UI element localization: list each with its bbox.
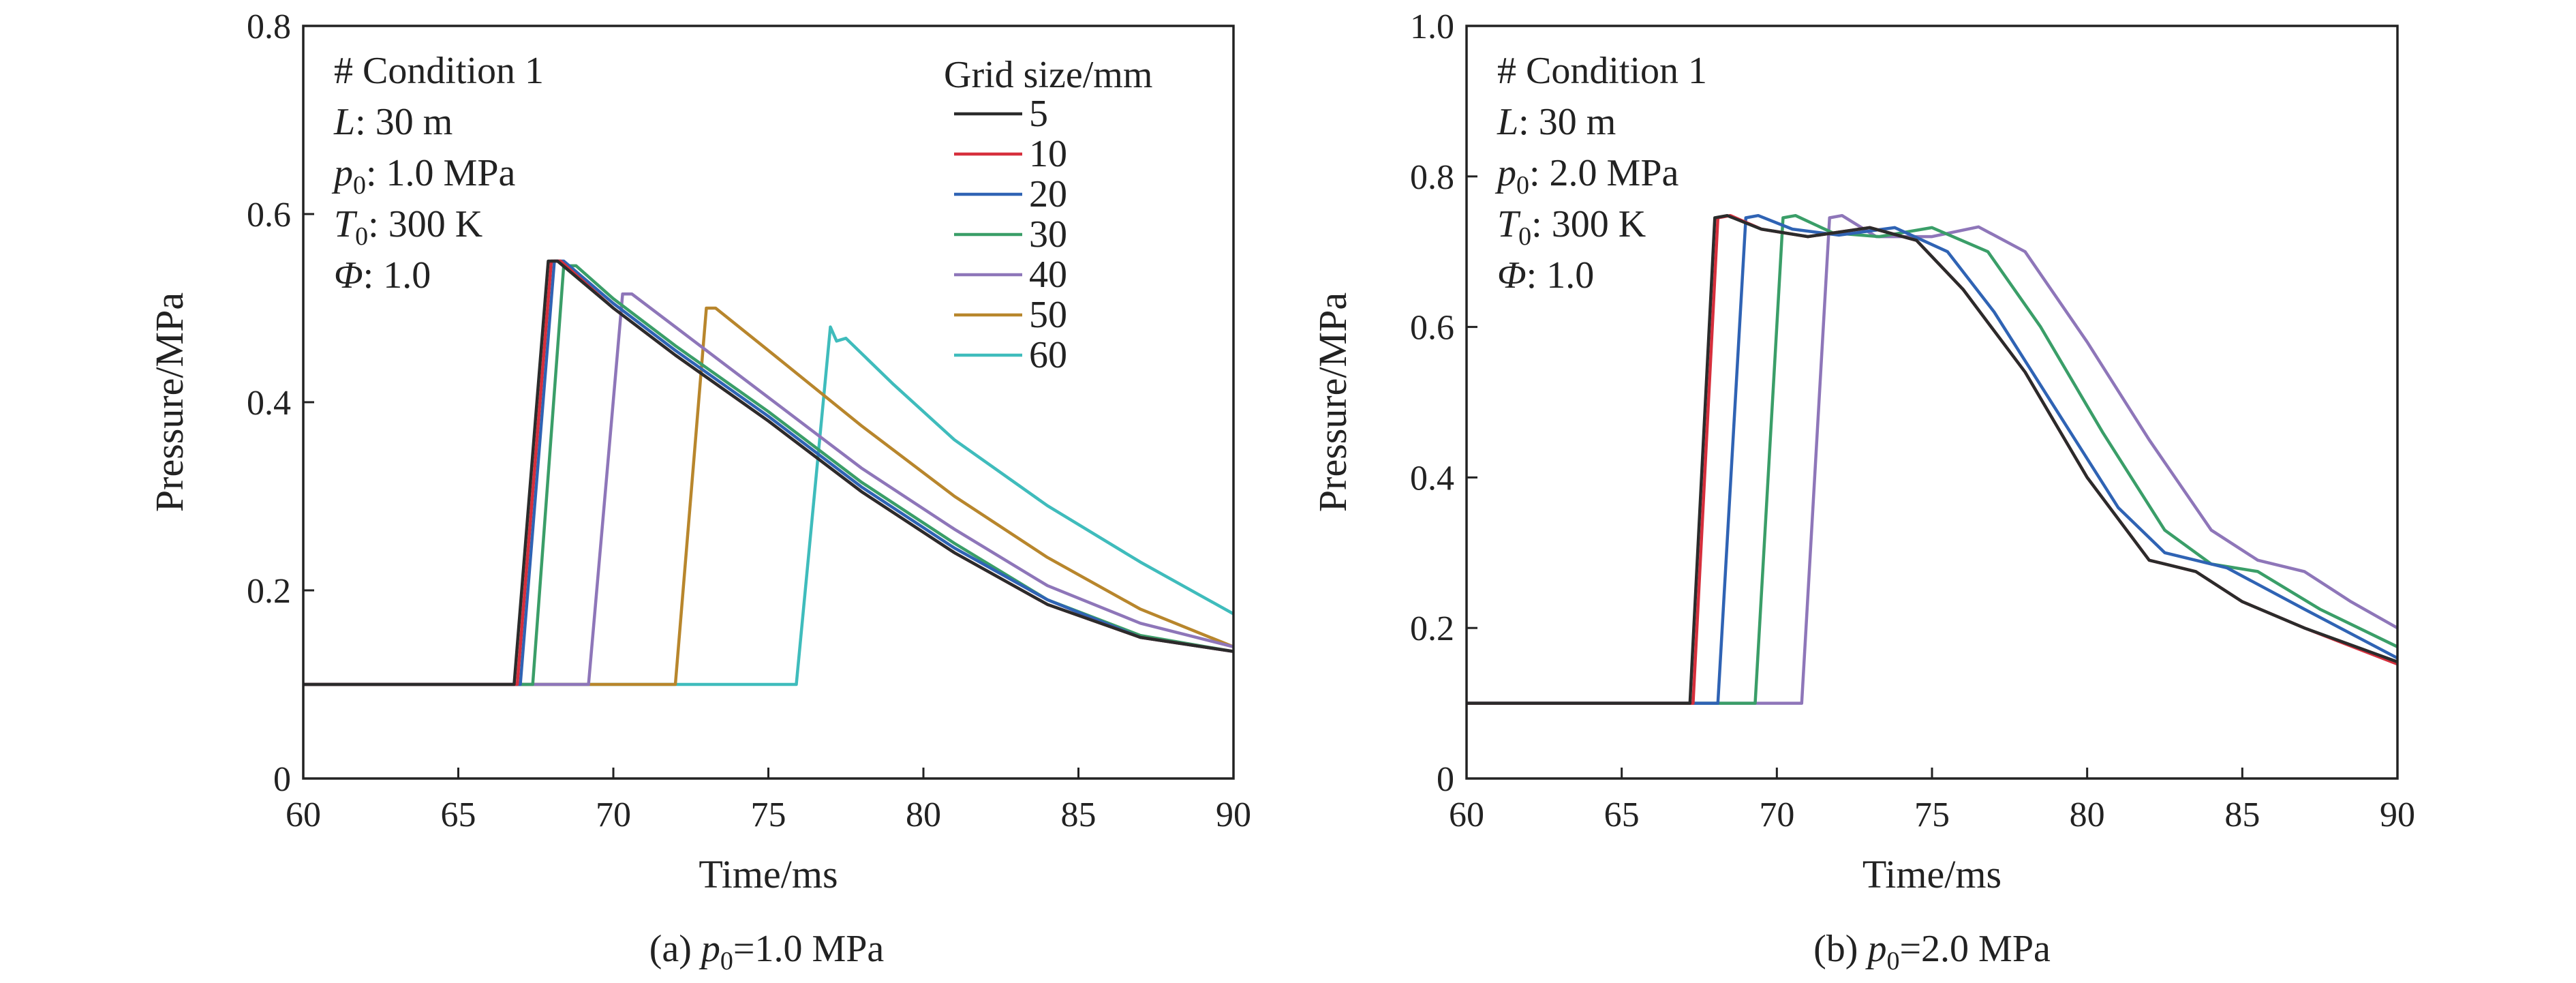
condition-annotation-var: T [334,203,358,245]
series-line-5 [303,259,1233,686]
chart-a: 60 65 70 75 80 85 90 0 0.2 0.4 0.6 0.8 Time/ms Pressu… [147,7,1251,976]
condition-annotation: L: 30 m [1497,101,1616,143]
condition-annotation-text: # Condition 1 [334,50,544,92]
x-tick-label: 90 [1216,796,1251,834]
series-line-50 [303,306,1233,686]
legend-title: Grid size/mm [944,54,1152,96]
condition-annotation: L: 30 m [333,101,453,143]
x-tick-label: 75 [1914,796,1950,834]
series-line-40 [1467,213,2397,705]
figure-caption: (b) p0=2.0 MPa [1813,928,2051,976]
condition-annotation: p0: 1.0 MPa [331,152,515,200]
condition-annotation-rest: : 1.0 MPa [366,152,515,194]
x-tick-label: 60 [286,796,321,834]
chart-b: 60 65 70 75 80 85 90 0 0.2 0.4 0.6 0.8 1.0 Time/ms Pre… [1310,7,2415,976]
condition-annotation: T0: 300 K [334,203,482,251]
condition-annotation: T0: 300 K [1497,203,1646,251]
condition-annotation: Φ: 1.0 [334,254,431,297]
y-tick-label: 0.6 [1410,309,1454,348]
condition-annotation: # Condition 1 [1497,50,1707,92]
x-tick-label: 65 [1604,796,1640,834]
x-tick-label: 70 [1759,796,1794,834]
series-line-30 [1467,213,2397,705]
x-tick-label: 75 [751,796,786,834]
legend-label-20: 20 [1029,173,1067,215]
legend-label-60: 60 [1029,334,1067,376]
x-tick-label: 85 [1061,796,1097,834]
condition-annotation-var: Φ [1497,254,1527,297]
series-line-5 [1467,213,2397,705]
x-tick-label: 65 [441,796,476,834]
y-tick-label: 0.2 [247,572,291,611]
x-tick-label: 85 [2224,796,2260,834]
x-tick-label: 90 [2380,796,2415,834]
y-tick-label: 0.6 [247,196,291,235]
x-tick-label: 60 [1449,796,1484,834]
condition-annotation-rest: : 30 m [355,101,453,143]
legend-label-40: 40 [1029,254,1067,296]
condition-annotation-text: # Condition 1 [1497,50,1707,92]
x-tick-label: 80 [2070,796,2105,834]
x-tick-label: 80 [906,796,941,834]
y-tick-label: 0 [1437,760,1454,799]
condition-annotation-rest: : 1.0 [1527,254,1595,297]
series-group [1467,213,2397,705]
condition-annotation-var: p [1494,152,1516,194]
series-line-40 [303,292,1233,686]
condition-annotation-sub: 0 [355,222,368,251]
condition-annotation: Φ: 1.0 [1497,254,1594,297]
condition-annotation-rest: : 2.0 MPa [1529,152,1678,194]
series-line-60 [303,325,1233,686]
x-tick-label: 70 [596,796,631,834]
series-line-10 [1467,213,2397,705]
x-axis-title: Time/ms [699,852,838,896]
y-tick-label: 0.8 [247,7,291,46]
legend-label-50: 50 [1029,294,1067,336]
series-line-20 [303,259,1233,686]
x-axis-title: Time/ms [1862,852,2002,896]
y-tick-label: 0.2 [1410,609,1454,648]
caption-prefix: (b) [1813,928,1867,970]
caption-rest: =2.0 MPa [1899,928,2051,970]
legend-label-10: 10 [1029,133,1067,175]
condition-annotation-sub: 0 [1518,222,1531,251]
condition-annotation-var: L [333,101,355,143]
condition-annotation-rest: : 300 K [1531,203,1646,245]
condition-annotation: # Condition 1 [334,50,544,92]
y-axis-title: Pressure/MPa [147,292,191,512]
y-tick-label: 1.0 [1410,7,1454,46]
condition-annotation: p0: 2.0 MPa [1494,152,1678,200]
series-line-20 [1467,213,2397,705]
legend-label-30: 30 [1029,213,1067,256]
condition-annotation-sub: 0 [1516,171,1529,200]
caption-prefix: (a) [649,928,701,970]
figure-caption: (a) p0=1.0 MPa [649,928,885,976]
condition-annotation-var: L [1497,101,1518,143]
y-tick-label: 0 [273,760,291,799]
caption-var: p [699,928,720,970]
series-group [303,259,1233,686]
caption-sub: 0 [1886,947,1899,976]
condition-annotation-var: T [1497,203,1521,245]
y-tick-label: 0.8 [1410,158,1454,197]
caption-sub: 0 [720,947,733,976]
caption-rest: =1.0 MPa [733,928,885,970]
condition-annotation-rest: : 300 K [368,203,482,245]
y-tick-label: 0.4 [247,384,291,423]
condition-annotation-var: Φ [334,254,363,297]
legend-label-5: 5 [1029,93,1048,135]
condition-annotation-sub: 0 [353,171,366,200]
y-tick-label: 0.4 [1410,459,1454,498]
condition-annotation-rest: : 1.0 [363,254,431,297]
y-axis-title: Pressure/MPa [1310,292,1355,512]
caption-var: p [1865,928,1886,970]
condition-annotation-rest: : 30 m [1518,101,1616,143]
condition-annotation-var: p [331,152,353,194]
